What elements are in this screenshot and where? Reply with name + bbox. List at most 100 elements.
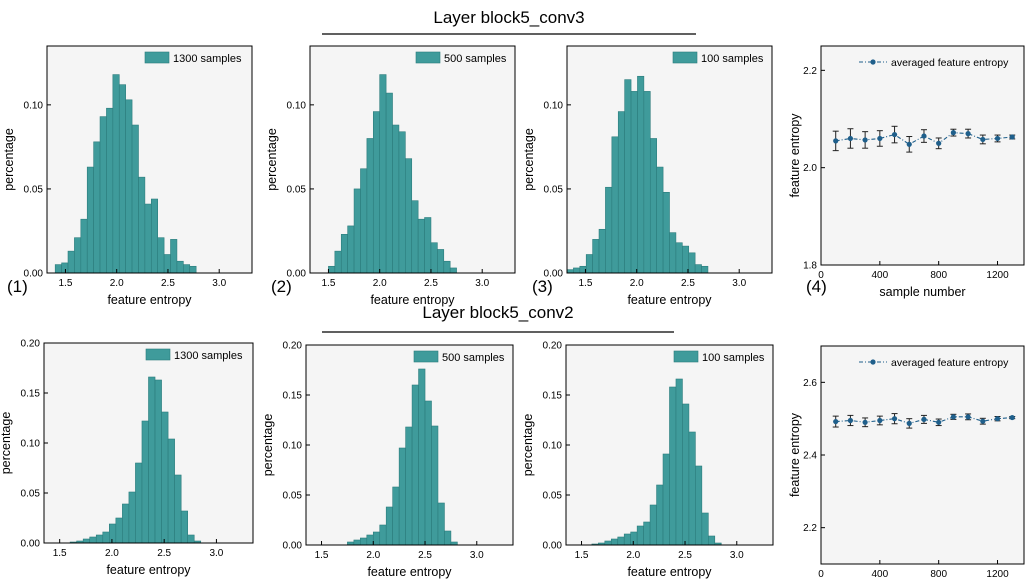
y-tick-label: 2.6 <box>803 378 817 389</box>
histogram-bar <box>61 262 69 274</box>
legend-swatch <box>144 51 170 64</box>
histogram-bar <box>144 203 152 274</box>
histogram-bar <box>656 166 664 274</box>
legend-swatch <box>145 348 171 361</box>
x-tick-label: 0 <box>818 270 824 281</box>
x-tick-label: 2.5 <box>424 278 438 289</box>
y-tick-label: 0.10 <box>21 439 41 450</box>
legend-swatch <box>413 350 439 363</box>
histogram-bar <box>135 462 143 544</box>
histogram-bar <box>708 535 716 546</box>
chart-r1c4: averaged feature entropy 0 400 800 1200 1.8 2.… <box>788 45 1025 299</box>
histogram-bar <box>662 191 670 274</box>
y-tick-label: 0.10 <box>283 441 303 452</box>
x-tick-label: 3.0 <box>730 550 744 561</box>
histogram-bar <box>82 538 91 544</box>
histogram-bar <box>411 200 419 274</box>
chart-r1c2: 500 samples 1.5 2.0 2.5 3.0 0.00 0.05 0.10 featu… <box>265 45 516 307</box>
panel-label-4: (4) <box>806 277 827 296</box>
histogram-bar <box>695 465 703 546</box>
histogram-bar <box>669 232 677 274</box>
histogram-bar <box>424 400 432 546</box>
x-axis-title: feature entropy <box>106 563 191 577</box>
histogram-bar <box>566 269 574 274</box>
x-axis-title: feature entropy <box>627 565 712 579</box>
histogram-bar <box>573 267 581 274</box>
y-tick-label: 0.20 <box>21 339 41 350</box>
histogram-bar <box>617 111 625 274</box>
histogram-bar <box>643 521 651 546</box>
y-axis-title: percentage <box>0 412 13 475</box>
data-point <box>936 140 942 146</box>
y-tick-label: 0.00 <box>24 269 44 280</box>
plot-area <box>821 46 1024 265</box>
data-point <box>980 136 986 143</box>
data-point <box>1009 134 1015 140</box>
x-tick-label: 1.5 <box>321 278 335 289</box>
panel-label-2: (2) <box>271 277 292 296</box>
histogram-bar <box>372 111 381 274</box>
histogram-bar <box>347 225 355 274</box>
panel-label-3: (3) <box>532 277 553 296</box>
charts-layer: 1300 samples 1.5 2.0 2.5 3.0 0.00 0.05 0.10 feat… <box>0 45 1025 580</box>
y-tick-label: 0.20 <box>543 341 563 352</box>
histogram-bar <box>675 242 683 274</box>
histogram-bar <box>161 411 169 544</box>
histogram-bar <box>366 138 374 274</box>
histogram-bar <box>604 540 612 546</box>
chart-r2c4: averaged feature entropy 0 400 800 1200 2.2 2.… <box>788 345 1025 580</box>
histogram-bar <box>366 534 374 546</box>
histogram-bar <box>662 453 670 546</box>
y-tick-label: 0.00 <box>21 539 41 550</box>
y-tick-label: 0.05 <box>21 489 41 500</box>
x-axis-title: feature entropy <box>627 293 712 307</box>
histogram-bar <box>430 242 438 274</box>
x-tick-label: 2.0 <box>373 278 387 289</box>
chart-r2c3: 100 samples 1.5 2.0 2.5 3.0 0.00 0.05 0.10 0.15 0… <box>521 341 774 579</box>
x-tick-label: 2.5 <box>418 550 432 561</box>
x-tick-label: 2.0 <box>630 278 644 289</box>
histogram-bar <box>115 517 123 544</box>
histogram-bar <box>623 533 631 546</box>
histogram-bar <box>417 218 425 274</box>
x-tick-label: 3.0 <box>470 550 484 561</box>
y-axis-title: percentage <box>265 128 279 191</box>
y-tick-label: 2.4 <box>803 451 817 462</box>
legend-label: 1300 samples <box>173 53 242 65</box>
histogram-bar <box>54 264 62 274</box>
y-tick-label: 0.15 <box>21 389 41 400</box>
chart-r1c3: 100 samples 1.5 2.0 2.5 3.0 0.00 0.05 0.10 featu… <box>522 45 773 307</box>
histogram-bar <box>379 74 387 274</box>
x-tick-label: 2.5 <box>161 278 175 289</box>
histogram-bar <box>385 92 393 274</box>
data-point <box>950 130 956 136</box>
y-tick-label: 0.05 <box>543 491 563 502</box>
y-tick-label: 0.05 <box>283 491 303 502</box>
histogram-bar <box>360 168 368 274</box>
histogram-bar <box>95 534 104 544</box>
histogram-bar <box>353 539 361 546</box>
data-point <box>906 141 912 147</box>
data-point <box>994 135 1001 142</box>
y-tick-label: 2.2 <box>803 66 817 77</box>
histogram-bar <box>67 250 75 274</box>
x-tick-label: 400 <box>871 569 888 580</box>
data-point <box>980 418 986 424</box>
histogram-bar <box>424 217 432 274</box>
histogram-bar <box>636 525 644 546</box>
data-point <box>833 138 839 144</box>
legend-label: 100 samples <box>702 352 765 364</box>
histogram-bar <box>154 379 162 544</box>
y-axis-title: percentage <box>2 128 16 191</box>
plot-frame <box>46 45 253 274</box>
histogram-bar <box>328 265 336 274</box>
histogram-bar <box>353 188 361 274</box>
histogram-bar <box>150 198 158 274</box>
x-tick-label: 3.0 <box>209 548 223 559</box>
histogram-bar <box>141 420 149 544</box>
plot-frame <box>820 45 1025 266</box>
x-tick-label: 2.5 <box>681 278 695 289</box>
data-point <box>965 131 971 137</box>
y-tick-label: 0.00 <box>283 541 303 552</box>
